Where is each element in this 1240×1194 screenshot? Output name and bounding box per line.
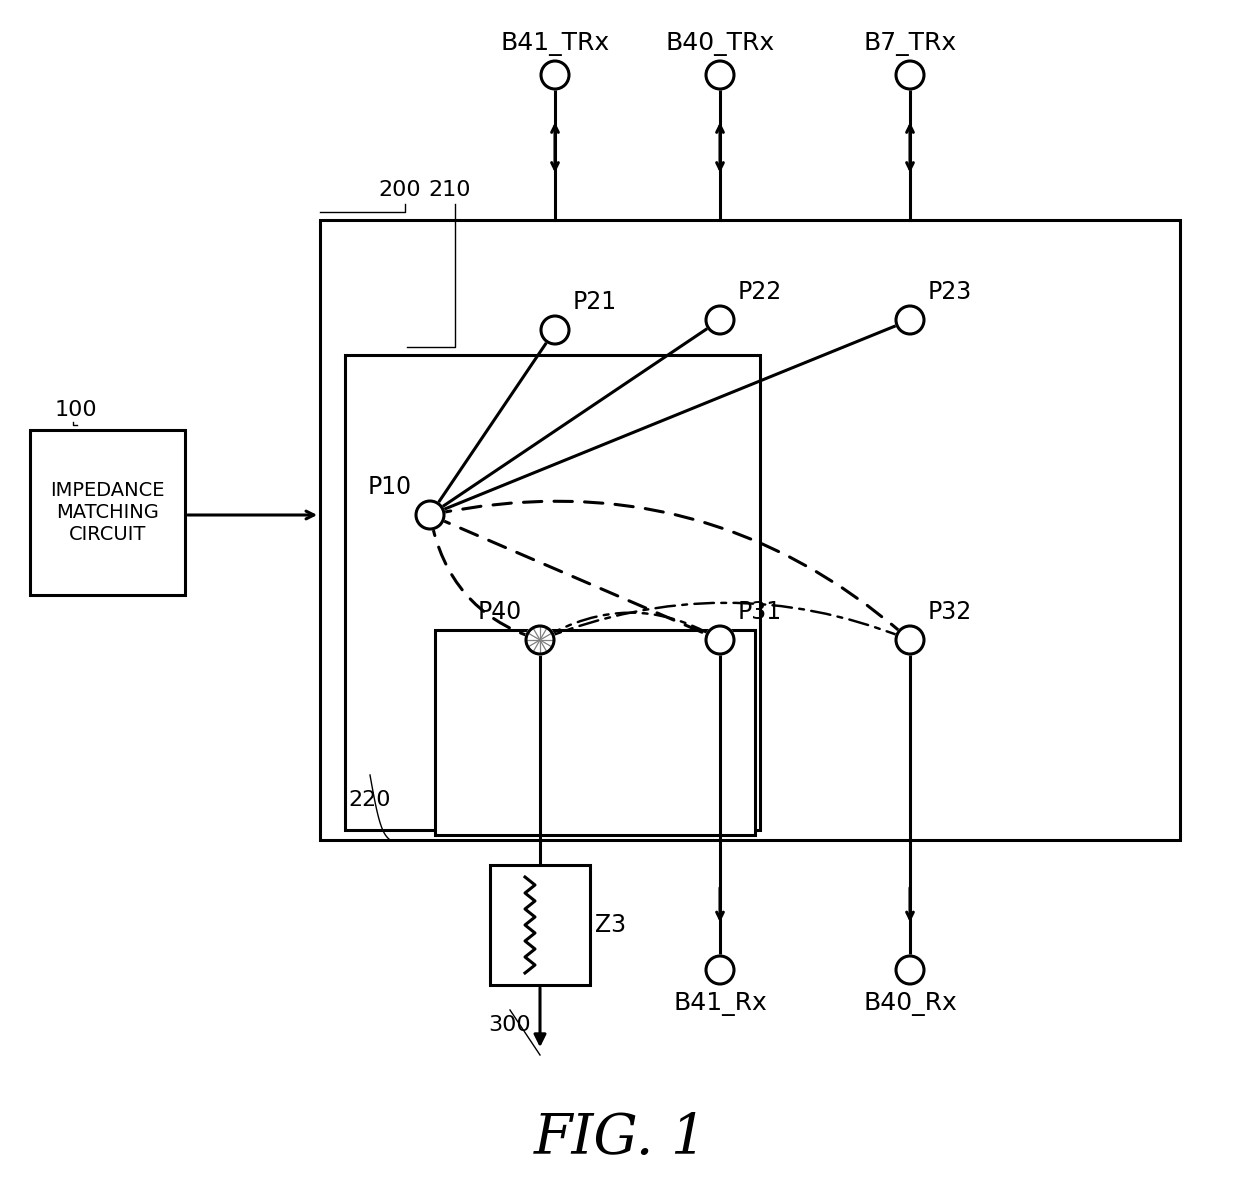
Text: P23: P23 [928,281,972,304]
Text: 300: 300 [489,1015,531,1035]
Text: 210: 210 [429,180,471,201]
Bar [320,220,1180,841]
Circle shape [897,306,924,334]
Text: P31: P31 [738,601,782,624]
Circle shape [706,626,734,654]
Circle shape [541,61,569,90]
Text: B41_Rx: B41_Rx [673,992,766,1016]
Circle shape [526,626,554,654]
Circle shape [706,61,734,90]
Text: P32: P32 [928,601,972,624]
Text: B41_TRx: B41_TRx [501,32,610,56]
Text: P22: P22 [738,281,782,304]
Bar [345,355,760,830]
Circle shape [897,61,924,90]
Text: 100: 100 [55,400,98,420]
Text: FIG. 1: FIG. 1 [533,1112,707,1167]
Circle shape [706,956,734,984]
Text: Z3: Z3 [595,913,626,937]
Text: 220: 220 [348,790,392,810]
Text: P10: P10 [368,475,412,499]
Bar [490,864,590,985]
Circle shape [415,501,444,529]
Circle shape [706,306,734,334]
Text: IMPEDANCE
MATCHING
CIRCUIT: IMPEDANCE MATCHING CIRCUIT [51,481,165,544]
Circle shape [897,626,924,654]
Text: B7_TRx: B7_TRx [863,32,956,56]
Text: P21: P21 [573,290,618,314]
Circle shape [526,626,554,654]
Text: B40_Rx: B40_Rx [863,992,957,1016]
Bar [30,430,185,595]
Bar [435,630,755,835]
Text: 200: 200 [378,180,422,201]
Circle shape [541,316,569,344]
Text: B40_TRx: B40_TRx [666,32,775,56]
Text: P40: P40 [477,601,522,624]
Circle shape [897,956,924,984]
